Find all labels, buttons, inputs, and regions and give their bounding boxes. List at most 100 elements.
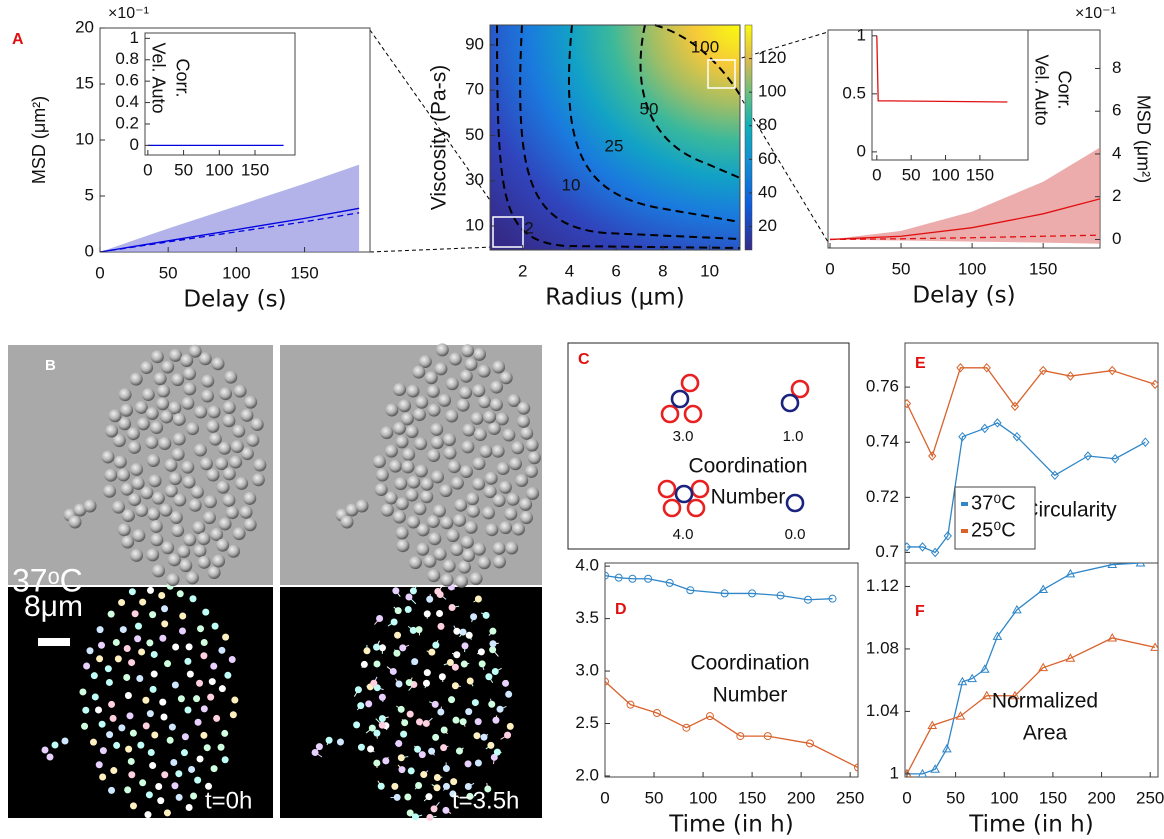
annotation: Area	[1023, 722, 1068, 745]
tracked-bead	[354, 686, 362, 694]
zoom-box	[492, 216, 524, 248]
tracked-bead	[108, 786, 116, 794]
tracked-bead	[61, 737, 69, 745]
tracked-bead	[118, 724, 126, 732]
marker	[1039, 365, 1048, 376]
tracked-bead	[96, 626, 104, 634]
bead	[129, 372, 143, 386]
marker	[614, 573, 623, 582]
marker	[943, 531, 952, 541]
bead	[173, 493, 187, 507]
panel-letter: E	[915, 355, 926, 372]
tracked-bead	[480, 733, 488, 741]
bead	[413, 502, 427, 516]
tracked-bead	[128, 771, 136, 779]
marker	[1107, 632, 1118, 642]
bead	[216, 538, 230, 552]
center-particle	[785, 493, 805, 513]
tracked-bead	[418, 751, 426, 759]
bead	[380, 503, 394, 517]
tracked-bead	[113, 741, 121, 749]
bead	[384, 444, 398, 458]
tracked-bead	[474, 595, 482, 603]
x-tick-label: 0	[902, 788, 911, 807]
tracked-bead	[422, 679, 430, 687]
bead	[431, 470, 445, 484]
y-tick-label: 0.5	[842, 83, 866, 102]
bead	[464, 357, 478, 371]
bead	[526, 487, 540, 501]
tracked-bead	[90, 672, 98, 680]
tracked-bead	[395, 680, 403, 688]
y-tick-label: 30	[465, 170, 484, 189]
bead	[251, 473, 265, 487]
series-line	[906, 637, 1156, 775]
tracked-bead	[107, 610, 115, 618]
tracked-bead	[455, 747, 463, 755]
inset-frame	[871, 29, 1029, 161]
bead	[385, 403, 399, 417]
tracked-bead	[114, 655, 122, 663]
tracked-bead	[211, 622, 219, 630]
bead	[105, 424, 119, 438]
x-tick-label: 100	[931, 165, 959, 184]
y-tick-label: 0	[857, 141, 866, 160]
marker	[1010, 690, 1020, 700]
bead	[180, 354, 194, 368]
bead	[492, 360, 506, 374]
beads	[41, 343, 541, 821]
tracked-bead	[104, 665, 112, 673]
tracked-bead	[430, 805, 438, 813]
x-tick-label: 150	[290, 263, 318, 282]
bead	[149, 519, 163, 533]
colorbar-tick-label: 60	[758, 149, 777, 168]
tracked-bead	[200, 705, 208, 713]
tracked-bead	[210, 765, 218, 773]
bead	[392, 421, 406, 435]
x-tick-label: 10	[700, 261, 719, 280]
bead	[159, 503, 173, 517]
tracked-bead	[360, 660, 368, 668]
y-tick-label: 0.72	[866, 487, 899, 506]
inset-frame	[144, 32, 296, 156]
tracked-bead	[367, 745, 375, 753]
tracked-bead	[129, 802, 137, 810]
tracked-bead	[493, 748, 501, 756]
bead	[420, 477, 434, 491]
bead	[130, 462, 144, 476]
panel-letter: D	[615, 601, 627, 618]
tracked-bead	[196, 755, 204, 763]
bead	[246, 433, 260, 447]
tracked-bead	[159, 698, 167, 706]
bead	[477, 395, 491, 409]
tracked-bead	[137, 741, 145, 749]
tracked-bead	[185, 803, 193, 811]
tracked-bead	[231, 696, 239, 704]
tracked-bead	[440, 726, 448, 734]
tracked-bead	[200, 638, 208, 646]
bead	[112, 434, 126, 448]
bead	[466, 504, 480, 518]
x-tick-label: 4	[565, 261, 574, 280]
tracked-bead	[160, 713, 168, 721]
bead	[164, 484, 178, 498]
bead	[117, 468, 131, 482]
tracked-bead	[465, 631, 473, 639]
bead	[447, 460, 461, 474]
tracked-bead	[394, 631, 402, 639]
bead	[183, 382, 197, 396]
neighbor	[790, 379, 810, 399]
tracked-bead	[158, 592, 166, 600]
bead	[499, 371, 513, 385]
series-line	[829, 198, 1100, 241]
bead	[135, 503, 149, 517]
bead	[380, 426, 394, 440]
bead	[434, 362, 448, 376]
time-label: t=0h	[205, 787, 252, 814]
tracked-bead	[91, 693, 99, 701]
bead	[150, 421, 164, 435]
tracked-bead	[126, 712, 134, 720]
annotation: Number	[713, 684, 788, 707]
tracked-bead	[205, 782, 213, 790]
series-line	[100, 207, 360, 252]
